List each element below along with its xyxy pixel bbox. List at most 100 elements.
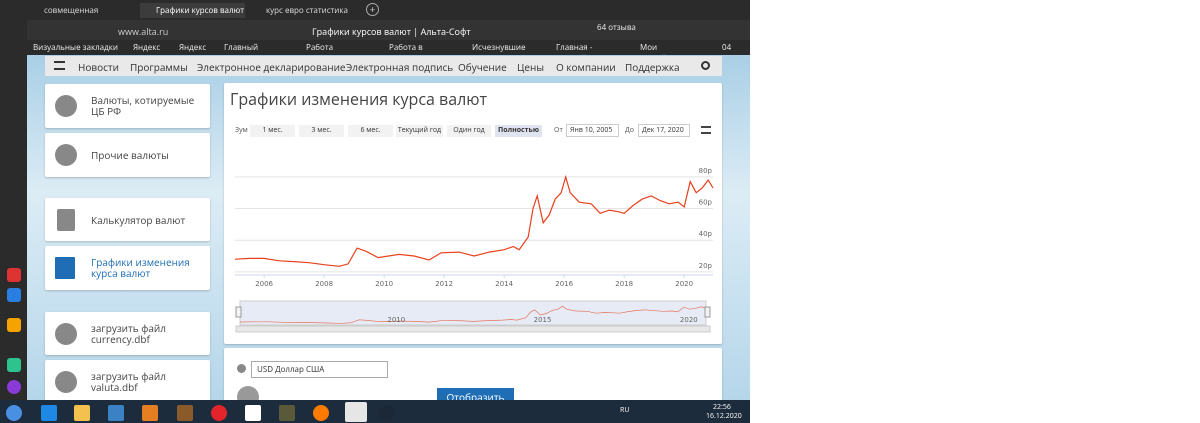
tab[interactable]: курс евро статистика за 1 (266, 5, 348, 16)
nav-link[interactable]: Электронная подпись (346, 60, 454, 74)
sidebar-text[interactable]: Валюты, котируемые ЦБ РФ (91, 95, 196, 117)
sidebar-label[interactable]: загрузить файл currency.dbf (91, 321, 167, 346)
x-tick-label: 2010 (375, 280, 393, 288)
sidebar-label[interactable]: Валюты, котируемые ЦБ РФ (91, 93, 195, 118)
navigator-frame (239, 300, 707, 326)
x-tick-label: 2020 (675, 280, 693, 288)
nav-bar (45, 56, 722, 76)
sidebar-label[interactable]: загрузить файл valuta.dbf (91, 369, 167, 394)
navigator-line (239, 305, 707, 324)
sidebar-text[interactable]: Графики изменения курса валют (91, 257, 191, 279)
reviews[interactable]: 64 отзыва (597, 22, 636, 33)
bookmark[interactable]: Визуальные закладки (33, 42, 118, 53)
sidebar-label[interactable]: Графики изменения курса валют (91, 255, 190, 280)
zoom-label: Зум (235, 126, 248, 135)
tab[interactable]: Графики курсов валют (140, 3, 245, 18)
start-button[interactable] (6, 405, 22, 421)
y-tick-label: 20р (699, 262, 713, 270)
nav-link[interactable]: Новости (78, 60, 120, 74)
scrollbar (235, 325, 711, 333)
x-tick-label: 2012 (435, 280, 453, 288)
nav-link[interactable]: Электронное декларирование (197, 60, 346, 74)
bookmark[interactable]: 04 (722, 42, 732, 53)
nav-link[interactable]: Обучение (458, 60, 507, 74)
taskbar-icon[interactable] (379, 405, 395, 421)
navigator-handle (704, 306, 711, 318)
panel-icon[interactable] (7, 318, 21, 332)
taskbar-icon[interactable] (211, 405, 227, 421)
price-line (234, 174, 714, 267)
nav-link[interactable]: О компании (556, 60, 616, 74)
zoom-button[interactable]: Один год (447, 125, 491, 137)
page-title: Графики курсов валют | Альта-Софт (312, 25, 471, 38)
taskbar-icon[interactable] (245, 405, 261, 421)
bookmark[interactable]: Яндекс (133, 42, 161, 53)
x-tick-label: 2014 (495, 280, 513, 288)
x-tick-label: 2018 (615, 280, 633, 288)
zoom-button[interactable]: Текущий год (396, 125, 443, 137)
navigator-tick-label: 2010 (387, 316, 405, 324)
to-date[interactable]: Дек 17, 2020 (638, 124, 690, 137)
side-panel (0, 20, 27, 400)
navigator-tick-label: 2020 (680, 316, 698, 324)
url[interactable]: www.alta.ru (118, 25, 169, 38)
chart: 20р 40р 60р 80р 2006 2008 2010 2012 2014 2016 2018… (234, 167, 714, 333)
navigator-handle (235, 306, 242, 318)
from-date[interactable]: Янв 10, 2005 (566, 124, 619, 137)
panel-icon[interactable] (7, 268, 21, 282)
taskbar: RU 22:56 16.12.2020 (0, 400, 750, 423)
tab[interactable]: совмещенная диаграмма (44, 5, 99, 16)
address-bar (0, 20, 750, 40)
taskbar-icon[interactable] (142, 405, 158, 421)
panel-icon[interactable] (7, 288, 21, 302)
sidebar-label[interactable]: Калькулятор валют (91, 213, 186, 227)
nav-link[interactable]: Цены (517, 60, 544, 74)
bookmark[interactable]: Яндекс (179, 42, 207, 53)
sidebar-icon (55, 95, 77, 117)
panel-icon[interactable] (7, 380, 21, 394)
sidebar-icon (55, 371, 77, 393)
sidebar-text[interactable]: загрузить файл valuta.dbf (91, 371, 171, 393)
taskbar-icon[interactable] (313, 405, 329, 421)
zoom-button[interactable]: 1 мес. (250, 125, 295, 137)
currency-select[interactable]: USD Доллар США (251, 361, 388, 378)
nav-link[interactable]: Программы (130, 60, 188, 74)
menu-icon[interactable] (54, 61, 65, 70)
chart-title: Графики изменения курса валют (230, 88, 488, 110)
taskbar-icon[interactable] (279, 405, 295, 421)
zoom-button[interactable]: Полностью (495, 125, 542, 137)
sidebar-icon (57, 209, 75, 231)
x-tick-label: 2008 (315, 280, 333, 288)
browser-window: совмещенная диаграмма Графики курсов вал… (0, 0, 750, 423)
y-tick-label: 80р (699, 167, 713, 175)
navigator-tick-label: 2015 (534, 316, 552, 324)
panel-icon[interactable] (7, 358, 21, 372)
sidebar-label[interactable]: Прочие валюты (91, 148, 169, 162)
y-tick-label: 40р (699, 230, 713, 238)
clock-time[interactable]: 22:56 (713, 403, 731, 412)
clock-date[interactable]: 16.12.2020 (706, 412, 742, 421)
from-label: От (554, 126, 563, 135)
sidebar-icon (55, 323, 77, 345)
taskbar-icon[interactable] (345, 402, 367, 422)
x-tick-label: 2006 (255, 280, 273, 288)
new-tab[interactable]: + (366, 3, 379, 16)
y-tick-label: 60р (699, 199, 713, 207)
nav-link[interactable]: Поддержка (625, 60, 680, 74)
language[interactable]: RU (620, 406, 630, 415)
taskbar-icon[interactable] (108, 405, 124, 421)
export-menu[interactable] (701, 126, 711, 134)
remove-icon[interactable] (237, 364, 246, 373)
zoom-button[interactable]: 3 мес. (299, 125, 344, 137)
to-label: До (625, 126, 634, 135)
taskbar-icon[interactable] (177, 405, 193, 421)
sidebar-icon (55, 257, 75, 279)
taskbar-icon[interactable] (74, 405, 90, 421)
taskbar-icon[interactable] (41, 405, 57, 421)
sidebar-text[interactable]: загрузить файл currency.dbf (91, 323, 171, 345)
search-icon[interactable] (701, 61, 710, 70)
x-tick-label: 2016 (555, 280, 573, 288)
zoom-button[interactable]: 6 мес. (348, 125, 393, 137)
sidebar-icon (55, 144, 77, 166)
